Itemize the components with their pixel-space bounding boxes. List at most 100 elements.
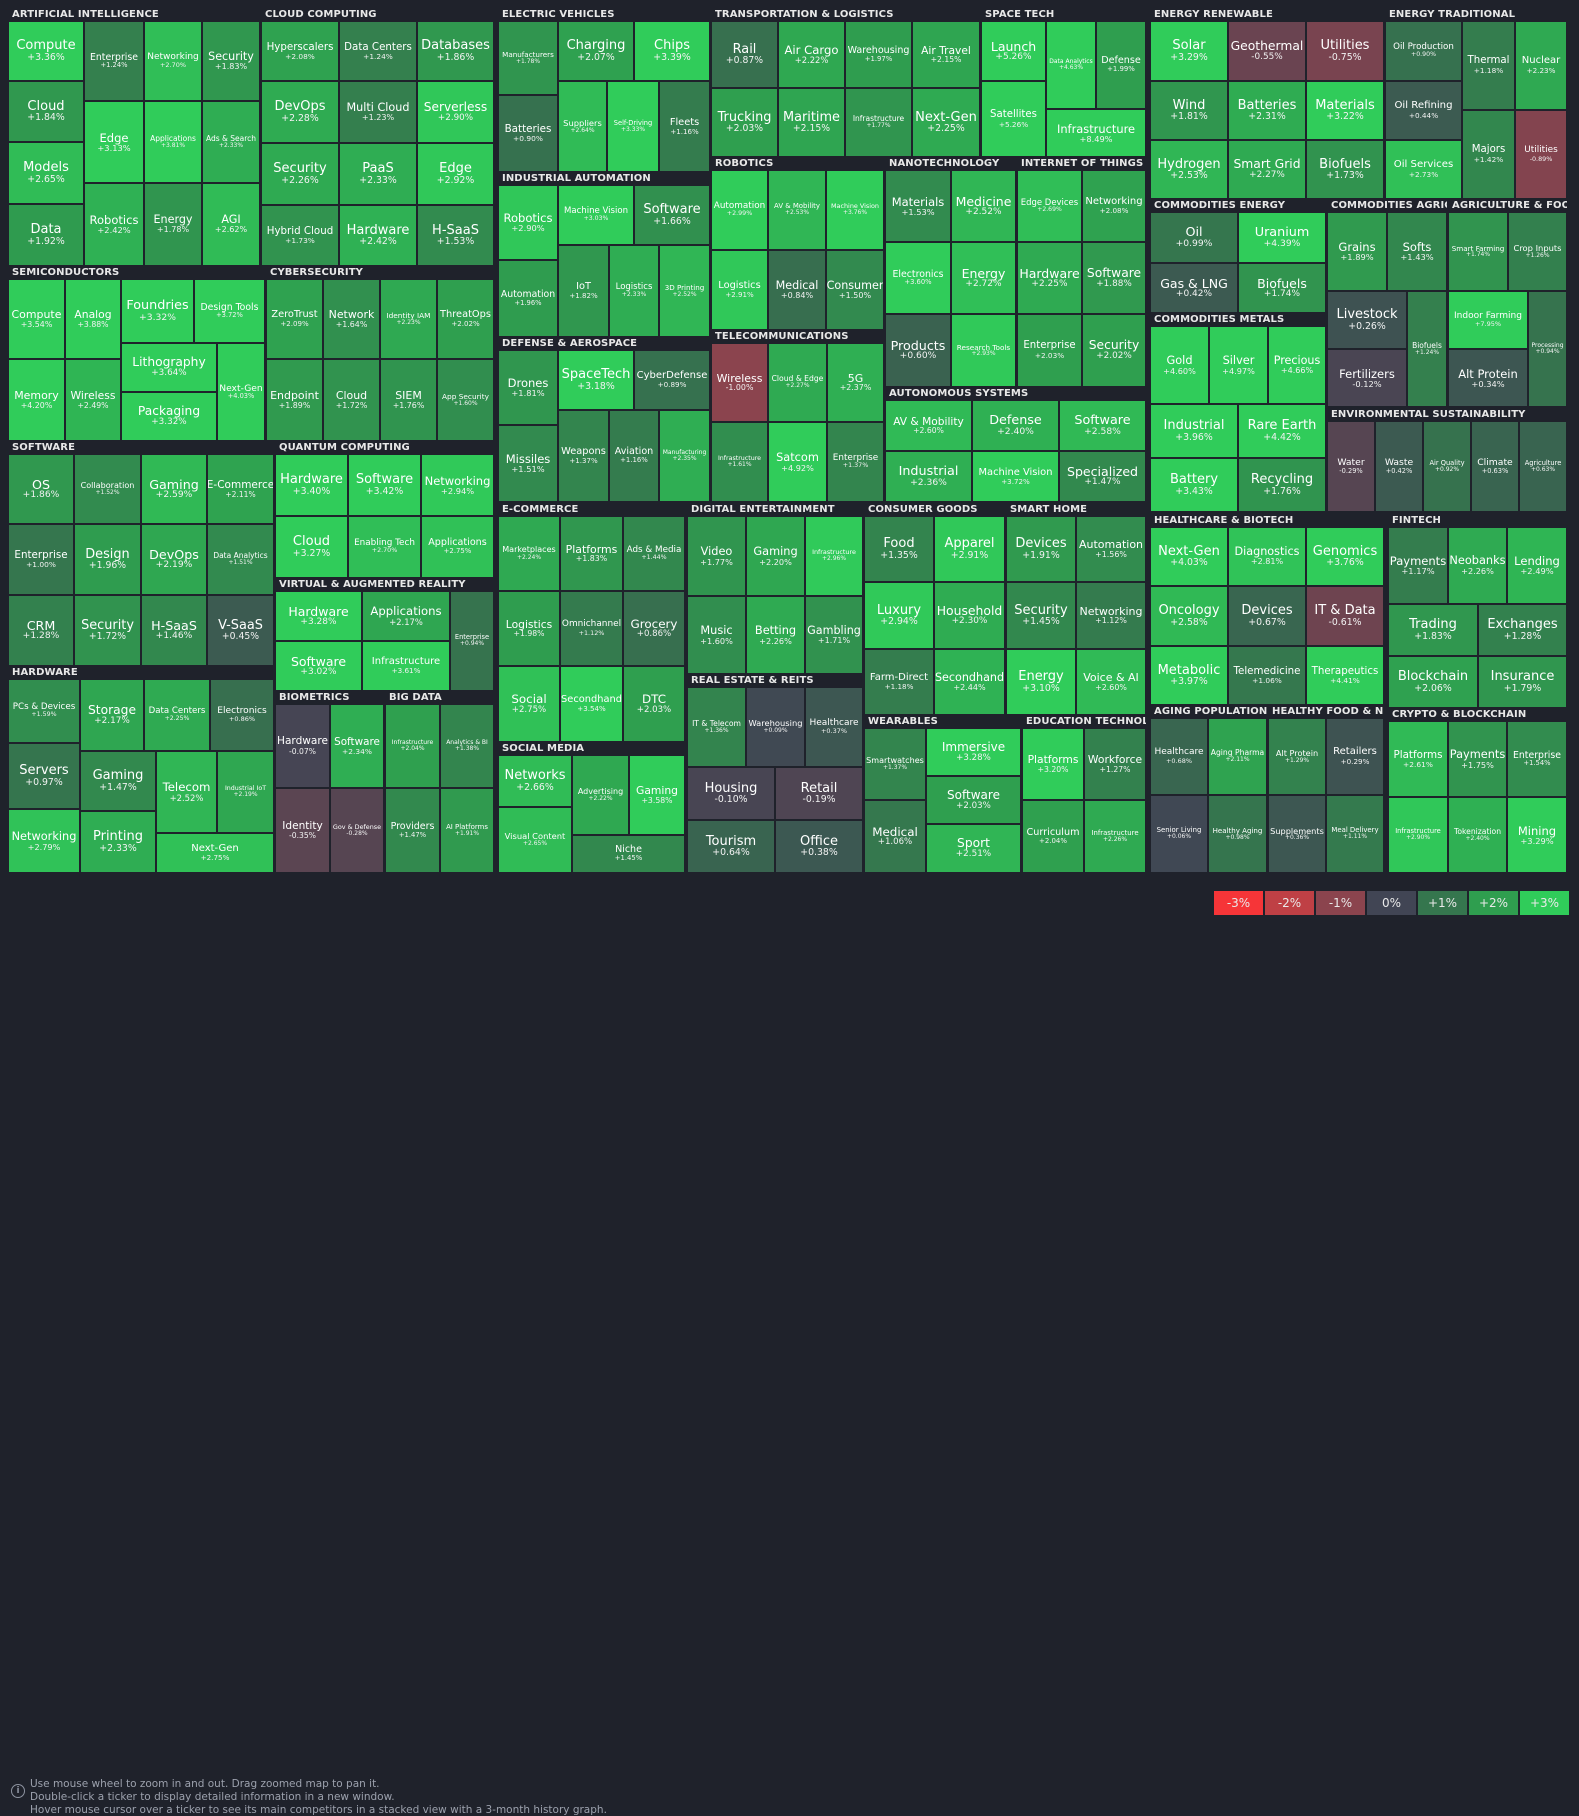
tile-software-os[interactable]: OS +1.86% [8, 454, 74, 524]
tile-digital-entertainment-gaming[interactable]: Gaming +2.20% [746, 516, 805, 596]
tile-crypto-and-blockchain-tokenization[interactable]: Tokenization +2.40% [1448, 797, 1507, 873]
tile-defense-and-aerospace-drones[interactable]: Drones +1.81% [498, 350, 558, 425]
legend-plus2[interactable]: +2% [1469, 891, 1518, 915]
tile-artificial-intelligence-networking[interactable]: Networking +2.70% [144, 21, 202, 101]
group-label-social-media[interactable]: SOCIAL MEDIA [502, 743, 585, 754]
tile-quantum-computing-software[interactable]: Software +3.42% [348, 454, 421, 516]
tile-semiconductors-packaging[interactable]: Packaging +3.32% [121, 392, 217, 441]
tile-commodities-metals-recycling[interactable]: Recycling +1.76% [1238, 458, 1326, 512]
tile-robotics-medical[interactable]: Medical +0.84% [768, 250, 826, 330]
legend-minus1[interactable]: -1% [1316, 891, 1365, 915]
tile-wearables-immersive[interactable]: Immersive +3.28% [926, 728, 1021, 776]
tile-crypto-and-blockchain-enterprise[interactable]: Enterprise +1.54% [1507, 721, 1567, 797]
group-label-semiconductors[interactable]: SEMICONDUCTORS [12, 267, 120, 278]
tile-artificial-intelligence-data[interactable]: Data +1.92% [8, 204, 84, 266]
tile-real-estate-and-reits-tourism[interactable]: Tourism +0.64% [687, 820, 775, 873]
tile-transportation-and-logistics-maritime[interactable]: Maritime +2.15% [778, 88, 845, 157]
group-label-wearables[interactable]: WEARABLES [868, 716, 938, 727]
tile-biometrics-software[interactable]: Software +2.34% [330, 704, 384, 788]
tile-semiconductors-foundries[interactable]: Foundries +3.32% [121, 279, 194, 343]
legend-minus3[interactable]: -3% [1214, 891, 1263, 915]
tile-industrial-automation-machine-vision[interactable]: Machine Vision +3.03% [558, 185, 634, 245]
tile-commodities-energy-biofuels[interactable]: Biofuels +1.74% [1238, 263, 1326, 313]
tile-fintech-payments[interactable]: Payments +1.17% [1388, 527, 1448, 604]
tile-nanotechnology-research-tools[interactable]: Research Tools +2.93% [951, 314, 1016, 387]
tile-biometrics-gov-and-defense[interactable]: Gov & Defense -0.28% [330, 788, 384, 873]
tile-cloud-computing-h-saas[interactable]: H-SaaS +1.53% [417, 205, 494, 266]
tile-commodities-metals-battery[interactable]: Battery +3.43% [1150, 458, 1238, 512]
group-label-real-estate-and-reits[interactable]: REAL ESTATE & REITS [691, 675, 814, 686]
tile-energy-renewable-batteries[interactable]: Batteries +2.31% [1228, 81, 1306, 140]
legend-plus3[interactable]: +3% [1520, 891, 1569, 915]
tile-space-tech-satellites[interactable]: Satellites +5.26% [981, 81, 1046, 157]
tile-hardware-pcs-and-devices[interactable]: PCs & Devices +1.59% [8, 679, 80, 743]
group-label-fintech[interactable]: FINTECH [1392, 515, 1441, 526]
tile-cloud-computing-databases[interactable]: Databases +1.86% [417, 21, 494, 81]
group-label-virtual-and-augmented-reality[interactable]: VIRTUAL & AUGMENTED REALITY [279, 579, 466, 590]
tile-hardware-servers[interactable]: Servers +0.97% [8, 743, 80, 809]
tile-transportation-and-logistics-next-gen[interactable]: Next-Gen +2.25% [912, 88, 980, 157]
tile-commodities-energy-uranium[interactable]: Uranium +4.39% [1238, 212, 1326, 263]
tile-smart-home-voice-and-ai[interactable]: Voice & AI +2.60% [1076, 649, 1146, 715]
tile-nanotechnology-products[interactable]: Products +0.60% [885, 314, 951, 387]
tile-aging-population-and-aging-pharma[interactable]: Aging Pharma +2.11% [1208, 718, 1267, 795]
tile-quantum-computing-applications[interactable]: Applications +2.75% [421, 516, 494, 578]
tile-internet-of-things-software[interactable]: Software +1.88% [1082, 242, 1146, 314]
tile-e-commerce-grocery[interactable]: Grocery +0.86% [623, 591, 685, 666]
tile-commodities-agricul-biofuels[interactable]: Biofuels +1.24% [1407, 291, 1447, 407]
group-label-biometrics[interactable]: BIOMETRICS [279, 692, 350, 703]
group-label-hardware[interactable]: HARDWARE [12, 667, 78, 678]
tile-transportation-and-logistics-infrastructure[interactable]: Infrastructure +1.77% [845, 88, 912, 157]
tile-real-estate-and-reits-housing[interactable]: Housing -0.10% [687, 767, 775, 820]
tile-consumer-goods-apparel[interactable]: Apparel +2.91% [934, 516, 1005, 582]
tile-industrial-automation-3d-printing[interactable]: 3D Printing +2.52% [659, 245, 710, 337]
tile-healthcare-and-biotech-therapeutics[interactable]: Therapeutics +4.41% [1306, 646, 1384, 705]
tile-software-e-commerce[interactable]: E-Commerce +2.11% [207, 454, 274, 524]
tile-biometrics-identity[interactable]: Identity -0.35% [275, 788, 330, 873]
tile-nanotechnology-electronics[interactable]: Electronics +3.60% [885, 242, 951, 314]
tile-software-devops[interactable]: DevOps +2.19% [141, 524, 207, 595]
tile-electric-vehicles-batteries[interactable]: Batteries +0.90% [498, 95, 558, 172]
group-label-transportation-and-logistics[interactable]: TRANSPORTATION & LOGISTICS [715, 9, 894, 20]
tile-transportation-and-logistics-trucking[interactable]: Trucking +2.03% [711, 88, 778, 157]
group-label-commodities-agricul[interactable]: COMMODITIES AGRICUL [1331, 200, 1447, 211]
tile-healthcare-and-biotech-it-and-data[interactable]: IT & Data -0.61% [1306, 586, 1384, 646]
tile-transportation-and-logistics-rail[interactable]: Rail +0.87% [711, 21, 778, 88]
tile-robotics-av-and-mobility[interactable]: AV & Mobility +2.53% [768, 170, 826, 250]
tile-telecommunications-satcom[interactable]: Satcom +4.92% [768, 422, 827, 502]
tile-cloud-computing-data-centers[interactable]: Data Centers +1.24% [339, 21, 417, 81]
tile-defense-and-aerospace-aviation[interactable]: Aviation +1.16% [609, 410, 659, 502]
tile-industrial-automation-logistics[interactable]: Logistics +2.33% [609, 245, 659, 337]
tile-electric-vehicles-manufacturers[interactable]: Manufacturers +1.78% [498, 21, 558, 95]
treemap[interactable]: ARTIFICIAL INTELLIGENCE Compute +3.36% Ente… [0, 0, 1579, 932]
group-label-nanotechnology[interactable]: NANOTECHNOLOGY [889, 158, 1000, 169]
tile-cloud-computing-hyperscalers[interactable]: Hyperscalers +2.08% [261, 21, 339, 81]
tile-energy-renewable-smart-grid[interactable]: Smart Grid +2.27% [1228, 140, 1306, 199]
group-label-quantum-computing[interactable]: QUANTUM COMPUTING [279, 442, 410, 453]
group-label-aging-population-and[interactable]: AGING POPULATION & [1154, 706, 1267, 717]
tile-defense-and-aerospace-manufacturing[interactable]: Manufacturing +2.35% [659, 410, 710, 502]
tile-e-commerce-omnichannel[interactable]: Omnichannel +1.12% [560, 591, 623, 666]
tile-robotics-automation[interactable]: Automation +2.99% [711, 170, 768, 250]
tile-energy-renewable-materials[interactable]: Materials +3.22% [1306, 81, 1384, 140]
tile-electric-vehicles-suppliers[interactable]: Suppliers +2.64% [558, 81, 607, 172]
tile-cloud-computing-paas[interactable]: PaaS +2.33% [339, 143, 417, 205]
tile-environmental-sustainability-climate[interactable]: Climate +0.63% [1471, 421, 1519, 512]
tile-smart-home-security[interactable]: Security +1.45% [1006, 582, 1076, 649]
tile-industrial-automation-automation[interactable]: Automation +1.96% [498, 260, 558, 337]
tile-energy-traditional-utilities[interactable]: Utilities -0.89% [1515, 110, 1567, 199]
tile-defense-and-aerospace-weapons[interactable]: Weapons +1.37% [558, 410, 609, 502]
group-label-commodities-energy[interactable]: COMMODITIES ENERGY [1154, 200, 1286, 211]
tile-healthcare-and-biotech-metabolic[interactable]: Metabolic +3.97% [1150, 646, 1228, 705]
group-label-internet-of-things[interactable]: INTERNET OF THINGS [1021, 158, 1144, 169]
tile-digital-entertainment-infrastructure[interactable]: Infrastructure +2.96% [805, 516, 863, 596]
tile-internet-of-things-enterprise[interactable]: Enterprise +2.03% [1017, 314, 1082, 387]
tile-electric-vehicles-chips[interactable]: Chips +3.39% [634, 21, 710, 81]
tile-hardware-data-centers[interactable]: Data Centers +2.25% [144, 679, 210, 751]
group-label-commodities-metals[interactable]: COMMODITIES METALS [1154, 314, 1285, 325]
tile-fintech-blockchain[interactable]: Blockchain +2.06% [1388, 656, 1478, 708]
tile-healthcare-and-biotech-telemedicine[interactable]: Telemedicine +1.06% [1228, 646, 1306, 705]
tile-wearables-medical[interactable]: Medical +1.06% [864, 800, 926, 873]
tile-commodities-agricul-grains[interactable]: Grains +1.89% [1327, 212, 1387, 291]
tile-robotics-machine-vision[interactable]: Machine Vision +3.76% [826, 170, 884, 250]
